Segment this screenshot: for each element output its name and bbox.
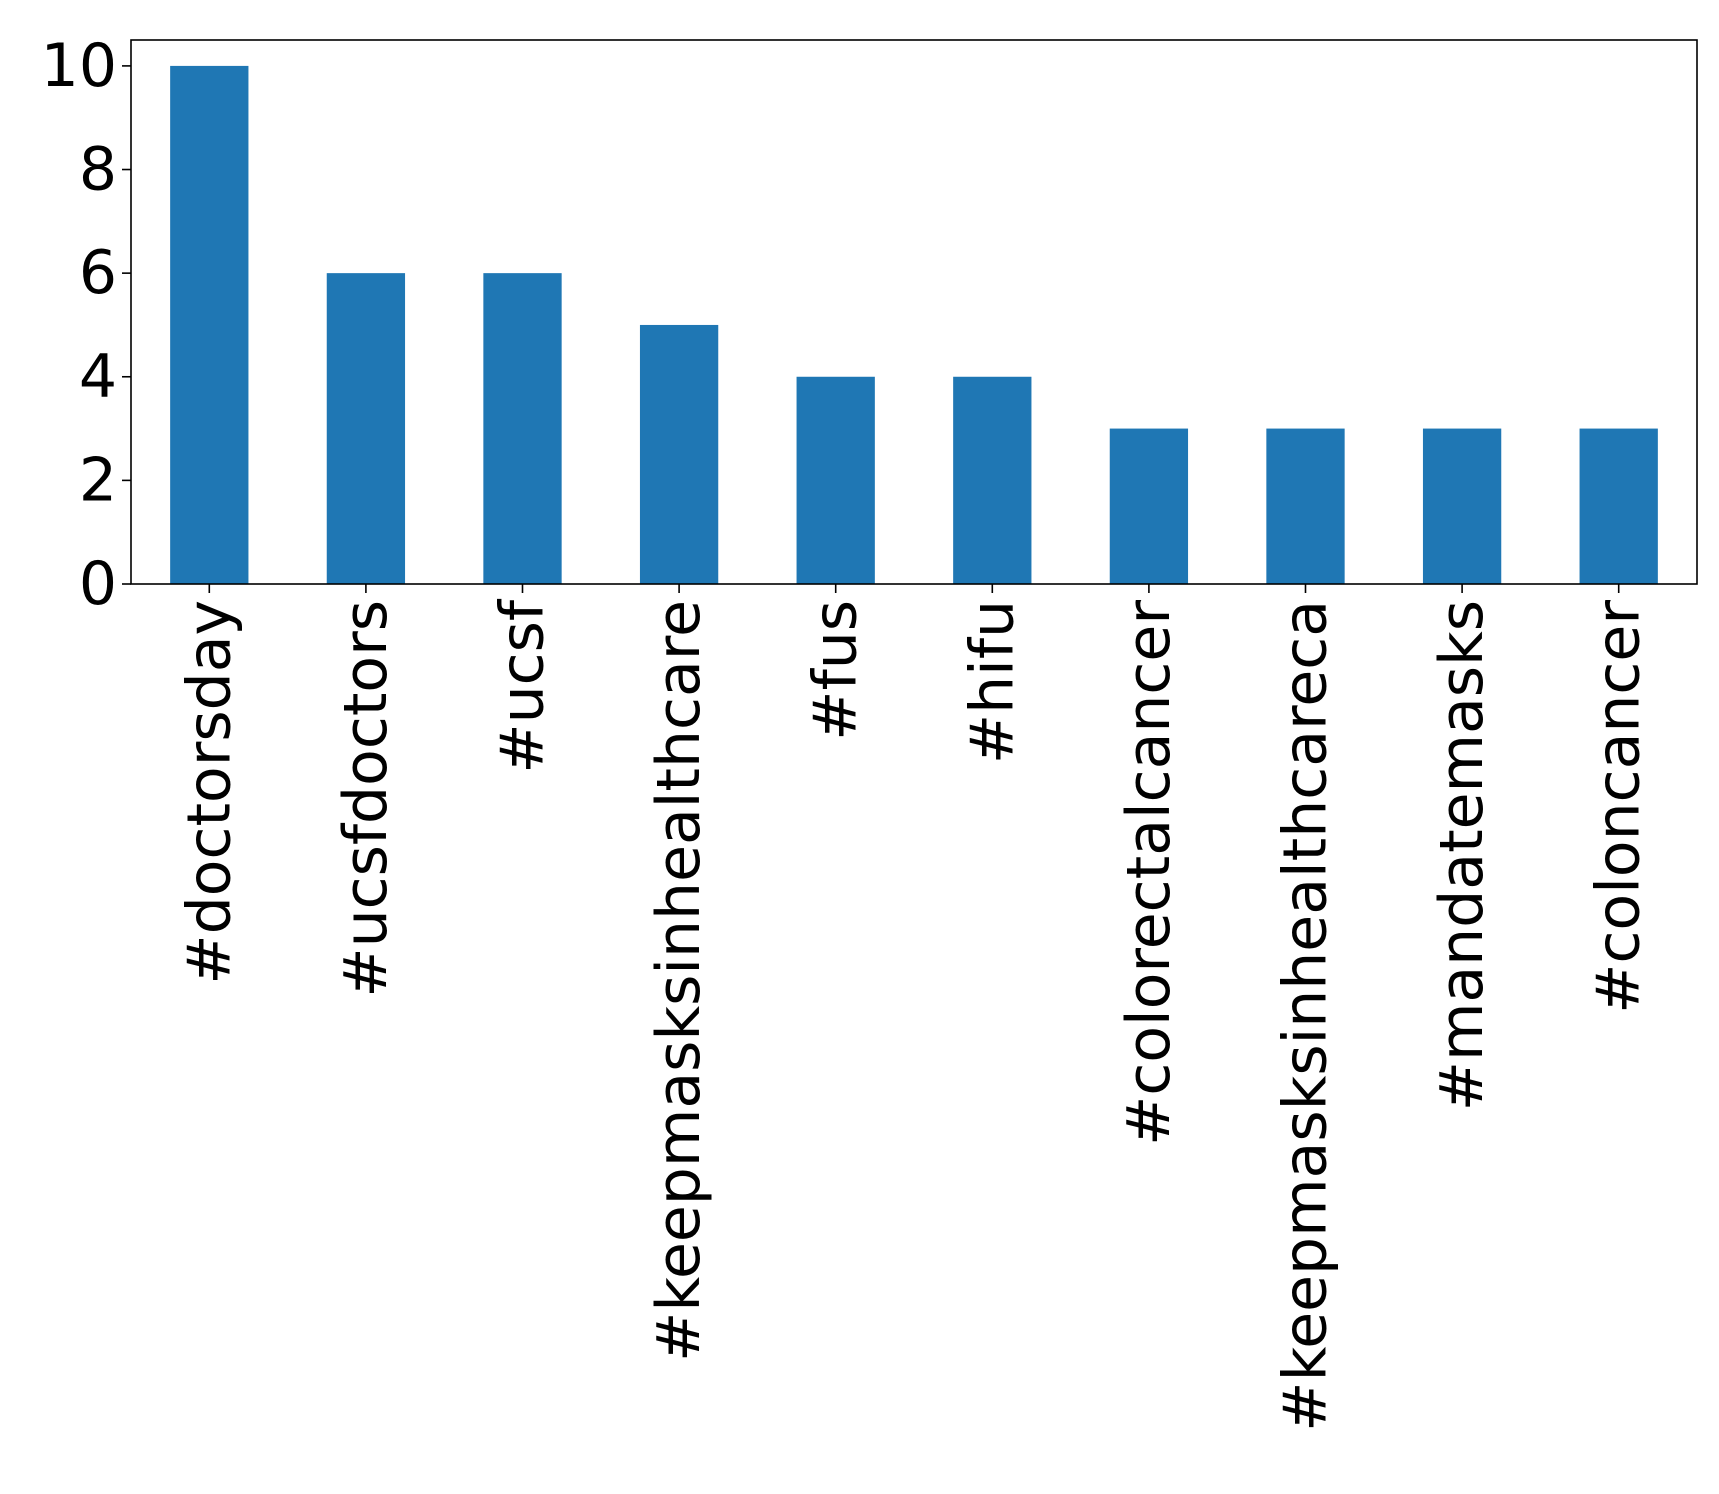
bars-group — [170, 65, 1658, 584]
bar — [170, 65, 249, 584]
bar — [953, 376, 1032, 584]
x-tick-label: #colorectalcancer — [1114, 600, 1184, 1146]
x-tick-label: #mandatemasks — [1427, 600, 1497, 1111]
x-axis: #doctorsday #ucsfdoctors #ucsf #keepmasksin… — [174, 584, 1654, 1432]
x-tick-label: #ucsf — [488, 598, 558, 774]
bar — [639, 324, 719, 584]
x-tick-label: #fus — [801, 600, 871, 741]
y-tick-label: 8 — [79, 135, 117, 205]
x-tick-label: #doctorsday — [174, 600, 244, 985]
plot-frame — [130, 39, 1698, 585]
y-tick-label: 4 — [79, 342, 117, 412]
bar — [796, 376, 875, 584]
bar — [1422, 428, 1502, 584]
y-tick-label: 10 — [41, 31, 117, 101]
x-tick-label: #hifu — [957, 600, 1027, 764]
x-tick-label: #keepmasksinhealthcareca — [1271, 600, 1341, 1432]
bar — [1266, 428, 1345, 584]
bar — [1579, 428, 1658, 584]
x-tick-label: #coloncancer — [1584, 600, 1654, 1014]
bar — [483, 273, 562, 584]
bar — [326, 273, 406, 584]
bar — [1109, 428, 1189, 584]
y-axis: 0 2 4 6 8 10 — [41, 31, 131, 619]
y-tick-label: 2 — [79, 445, 117, 515]
y-tick-label: 6 — [79, 238, 117, 308]
y-tick-label: 0 — [79, 549, 117, 619]
x-tick-label: #ucsfdoctors — [331, 600, 401, 998]
x-tick-label: #keepmasksinhealthcare — [644, 600, 714, 1362]
